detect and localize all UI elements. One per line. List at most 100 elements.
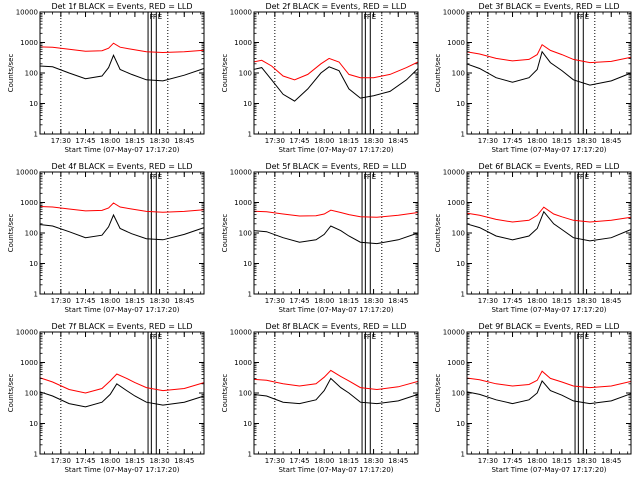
event-marker-label: F [367, 333, 371, 341]
y-tick-label: 10000 [230, 169, 252, 177]
y-tick-label: 10000 [443, 169, 465, 177]
y-axis-label: Counts/sec [434, 214, 442, 253]
event-marker-label: F [580, 13, 584, 21]
plot-frame [39, 11, 205, 135]
y-tick-label: 10000 [443, 329, 465, 337]
x-tick-label: 18:15 [339, 137, 359, 145]
detector-panel: Det 2f BLACK = Events, RED = LLDFFE11010… [221, 2, 419, 154]
detector-panel: Det 8f BLACK = Events, RED = LLDFFE11010… [221, 322, 419, 474]
x-tick-label: 18:30 [363, 137, 383, 145]
y-tick-label: 1000 [234, 359, 252, 367]
x-tick-label: 17:30 [478, 137, 498, 145]
x-axis-label: Start Time (07-May-07 17:17:20) [278, 146, 393, 154]
panel-title: Det 5f BLACK = Events, RED = LLD [265, 162, 406, 171]
y-axis-label: Counts/sec [7, 214, 15, 253]
y-tick-label: 1000 [20, 199, 38, 207]
y-tick-label: 10 [29, 100, 38, 108]
x-tick-label: 18:00 [527, 457, 547, 465]
black-events-series-line [253, 377, 419, 405]
y-tick-label: 10 [243, 100, 252, 108]
y-tick-label: 100 [25, 230, 38, 238]
detector-panel: Det 1f BLACK = Events, RED = LLDFFE11010… [7, 2, 205, 154]
y-tick-label: 1000 [234, 199, 252, 207]
y-axis-label: Counts/sec [221, 214, 229, 253]
y-axis-label: Counts/sec [434, 54, 442, 93]
x-tick-label: 17:45 [502, 457, 522, 465]
y-tick-label: 10 [243, 420, 252, 428]
y-tick-label: 1 [248, 291, 252, 299]
x-tick-label: 18:30 [576, 457, 596, 465]
y-tick-label: 100 [452, 230, 465, 238]
y-tick-label: 1 [34, 131, 38, 139]
detector-panel: Det 9f BLACK = Events, RED = LLDFFE11010… [434, 322, 632, 474]
y-tick-label: 100 [239, 390, 252, 398]
y-axis-label: Counts/sec [7, 54, 15, 93]
event-marker-label: F [367, 13, 371, 21]
x-tick-label: 18:45 [601, 137, 621, 145]
y-tick-label: 10 [29, 260, 38, 268]
x-tick-label: 18:00 [314, 137, 334, 145]
panel-title: Det 1f BLACK = Events, RED = LLD [51, 2, 192, 11]
red-lld-series-line [253, 369, 419, 391]
red-lld-series-line [39, 202, 205, 213]
x-tick-label: 17:30 [265, 297, 285, 305]
red-lld-series-line [253, 57, 419, 81]
x-tick-label: 18:45 [388, 137, 408, 145]
y-tick-label: 10 [29, 420, 38, 428]
x-tick-label: 18:30 [363, 297, 383, 305]
y-tick-label: 10 [456, 420, 465, 428]
y-tick-label: 100 [239, 230, 252, 238]
x-tick-label: 17:45 [289, 457, 309, 465]
x-tick-label: 17:45 [75, 137, 95, 145]
x-tick-label: 18:30 [576, 137, 596, 145]
plot-frame [253, 331, 419, 455]
plot-frame [39, 171, 205, 295]
x-tick-label: 18:15 [339, 457, 359, 465]
y-tick-label: 10000 [230, 9, 252, 17]
y-tick-label: 100 [239, 70, 252, 78]
x-tick-label: 18:45 [601, 297, 621, 305]
x-axis-label: Start Time (07-May-07 17:17:20) [278, 306, 393, 314]
y-tick-label: 10 [456, 260, 465, 268]
plot-frame [466, 331, 632, 455]
x-tick-label: 17:30 [265, 457, 285, 465]
x-tick-label: 18:15 [125, 137, 145, 145]
y-axis-label: Counts/sec [434, 374, 442, 413]
x-tick-label: 18:45 [174, 457, 194, 465]
event-marker-label: F [153, 13, 157, 21]
panel-title: Det 3f BLACK = Events, RED = LLD [478, 2, 619, 11]
detector-panel: Det 6f BLACK = Events, RED = LLDFFE11010… [434, 162, 632, 314]
x-tick-label: 18:45 [388, 457, 408, 465]
event-marker-label: F [153, 333, 157, 341]
panel-title: Det 4f BLACK = Events, RED = LLD [51, 162, 192, 171]
x-axis-label: Start Time (07-May-07 17:17:20) [64, 466, 179, 474]
panel-title: Det 7f BLACK = Events, RED = LLD [51, 322, 192, 331]
x-tick-label: 18:45 [174, 297, 194, 305]
y-tick-label: 1 [461, 451, 465, 459]
x-tick-label: 17:45 [289, 297, 309, 305]
black-events-series-line [466, 379, 632, 405]
y-tick-label: 1 [248, 131, 252, 139]
panel-title: Det 6f BLACK = Events, RED = LLD [478, 162, 619, 171]
x-tick-label: 18:15 [339, 297, 359, 305]
x-tick-label: 17:45 [289, 137, 309, 145]
event-marker-label: F [367, 173, 371, 181]
y-tick-label: 10000 [16, 329, 38, 337]
x-tick-label: 18:30 [149, 297, 169, 305]
event-marker-label: F [153, 173, 157, 181]
x-tick-label: 18:45 [601, 457, 621, 465]
y-tick-label: 1000 [20, 39, 38, 47]
y-tick-label: 1 [461, 131, 465, 139]
x-axis-label: Start Time (07-May-07 17:17:20) [64, 146, 179, 154]
y-tick-label: 10 [456, 100, 465, 108]
y-axis-label: Counts/sec [7, 374, 15, 413]
x-tick-label: 18:30 [363, 457, 383, 465]
x-tick-label: 18:45 [388, 297, 408, 305]
x-tick-label: 17:45 [75, 457, 95, 465]
y-tick-label: 100 [25, 390, 38, 398]
y-tick-label: 10000 [443, 9, 465, 17]
x-tick-label: 18:00 [314, 297, 334, 305]
black-events-series-line [466, 210, 632, 242]
x-tick-label: 18:15 [552, 457, 572, 465]
black-events-series-line [253, 225, 419, 245]
